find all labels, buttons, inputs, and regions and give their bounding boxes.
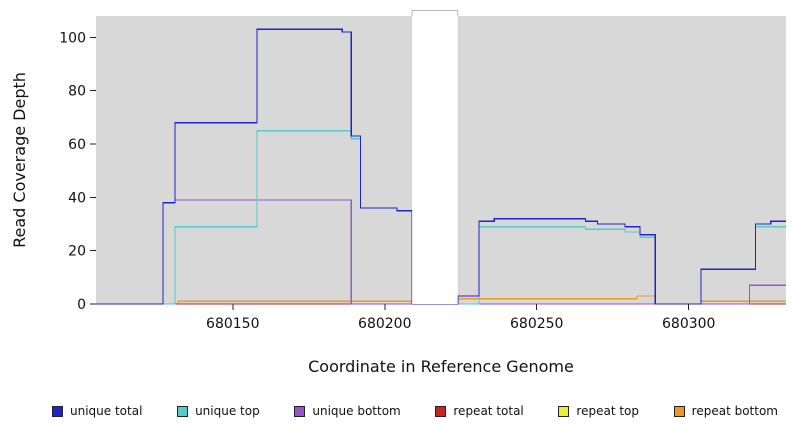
y-tick-label: 0 — [77, 297, 86, 313]
legend-swatch-unique-total — [52, 405, 63, 417]
legend-label: repeat top — [576, 404, 640, 418]
y-tick-label: 80 — [68, 84, 86, 100]
legend-item-unique-bottom: unique bottom — [294, 404, 401, 418]
legend-label: repeat total — [453, 404, 524, 418]
legend-swatch-repeat-bottom — [673, 405, 685, 417]
y-tick-label: 20 — [68, 244, 86, 260]
x-tick-label: 680200 — [358, 316, 411, 332]
legend: unique total unique top unique bottom repea… — [0, 398, 792, 424]
y-tick-label: 60 — [68, 137, 86, 153]
legend-item-unique-total: unique total — [52, 404, 142, 418]
x-tick-label: 680300 — [662, 316, 715, 332]
legend-label: unique bottom — [312, 404, 401, 418]
series-line-unique-total — [96, 28, 786, 305]
legend-item-unique-top: unique top — [177, 404, 260, 418]
legend-swatch-unique-bottom — [294, 405, 306, 417]
x-tick-label: 680150 — [206, 316, 259, 332]
legend-item-repeat-total: repeat total — [435, 404, 524, 418]
legend-swatch-repeat-top — [558, 405, 570, 417]
coverage-chart: 680150 680200 680250 680300 0 20 40 60 80 100 Coo… — [10, 10, 786, 376]
x-axis-label: Coordinate in Reference Genome — [308, 357, 574, 376]
legend-swatch-unique-top — [177, 405, 189, 417]
legend-label: unique total — [70, 404, 143, 418]
legend-swatch-repeat-total — [435, 405, 447, 417]
x-tick-label: 680250 — [510, 316, 563, 332]
legend-item-repeat-top: repeat top — [558, 404, 639, 418]
legend-item-repeat-bottom: repeat bottom — [673, 404, 778, 418]
masked-region-outline — [411, 10, 459, 16]
legend-label: repeat bottom — [691, 404, 778, 418]
legend-label: unique top — [195, 404, 260, 418]
masked-region — [412, 10, 458, 304]
y-axis-label: Read Coverage Depth — [10, 72, 29, 248]
y-tick-label: 100 — [59, 30, 86, 46]
y-tick-label: 40 — [68, 190, 86, 206]
